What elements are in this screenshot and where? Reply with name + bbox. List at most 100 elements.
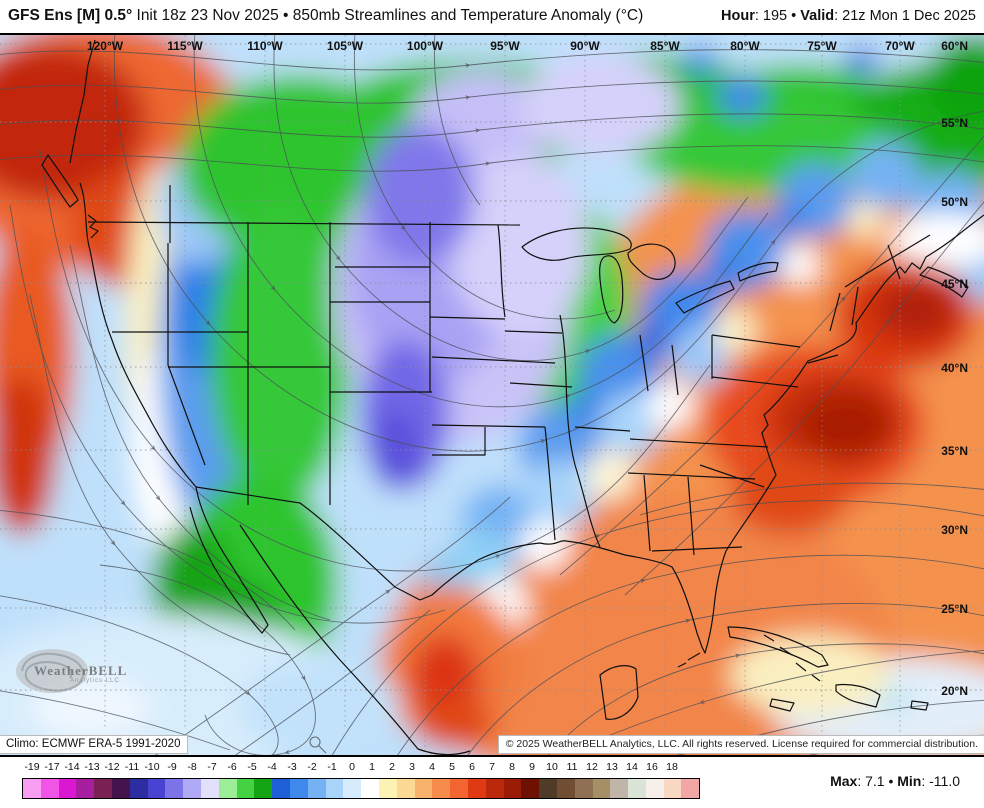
hour-label: Hour: [721, 8, 755, 24]
colorbar-tick-label: 9: [529, 761, 535, 773]
lat-label: 50°N: [941, 195, 968, 209]
lat-label: 60°N: [941, 39, 968, 53]
colorbar-swatch: [40, 779, 59, 798]
valid-time: Hour: 195 • Valid: 21z Mon 1 Dec 2025: [721, 8, 976, 24]
climo-note: Climo: ECMWF ERA-5 1991-2020: [0, 735, 189, 754]
colorbar-tick-label: -17: [44, 761, 60, 773]
logo-text: WeatherBELL: [34, 663, 128, 678]
colorbar-tick-label: -3: [287, 761, 297, 773]
copyright-note: © 2025 WeatherBELL Analytics, LLC. All r…: [497, 735, 984, 754]
colorbar-swatch: [254, 779, 273, 798]
lon-label: 75°W: [807, 39, 837, 53]
colorbar-swatch: [218, 779, 237, 798]
header-bar: GFS Ens [M] 0.5° Init 18z 23 Nov 2025 • …: [0, 0, 984, 33]
colorbar-tick-label: 3: [409, 761, 415, 773]
colorbar-swatch: [610, 779, 629, 798]
colorbar-swatch: [592, 779, 611, 798]
colorbar-tick-label: -6: [227, 761, 237, 773]
weatherbell-logo: WeatherBELL Analytics LLC: [12, 645, 142, 697]
max-label: Max: [830, 773, 858, 789]
colorbar-swatch: [396, 779, 415, 798]
lon-label: 95°W: [490, 39, 520, 53]
colorbar-swatch: [289, 779, 308, 798]
colorbar-swatch: [432, 779, 451, 798]
colorbar-tick-label: -13: [84, 761, 100, 773]
lon-label: 70°W: [885, 39, 915, 53]
geo-borders: [41, 39, 984, 755]
colorbar-tick-label: -11: [124, 761, 140, 773]
lat-label: 55°N: [941, 116, 968, 130]
colorbar-tick-label: 0: [349, 761, 355, 773]
weather-map: 120°W 115°W 110°W 105°W 100°W 95°W 90°W …: [0, 35, 984, 755]
colorbar-swatch: [129, 779, 148, 798]
colorbar-tick-label: -10: [144, 761, 160, 773]
colorbar-tick-label: 11: [566, 761, 578, 773]
colorbar-tick-label: -9: [167, 761, 177, 773]
colorbar-tick-label: 16: [646, 761, 658, 773]
colorbar-swatch: [414, 779, 433, 798]
lon-label: 80°W: [730, 39, 760, 53]
colorbar-swatch: [23, 779, 41, 798]
colorbar-swatch: [521, 779, 540, 798]
map-area: 120°W 115°W 110°W 105°W 100°W 95°W 90°W …: [0, 33, 984, 757]
lon-label: 100°W: [407, 39, 444, 53]
min-label: Min: [897, 773, 922, 789]
lat-label: 35°N: [941, 444, 968, 458]
max-value: : 7.1 •: [857, 773, 898, 789]
colorbar-tick-label: 7: [489, 761, 495, 773]
colorbar-swatch: [183, 779, 201, 798]
colorbar-tick-label: -8: [187, 761, 197, 773]
valid-value: : 21z Mon 1 Dec 2025: [834, 8, 976, 24]
max-min-readout: Max: 7.1 • Min: -11.0: [830, 773, 960, 789]
colorbar-swatch: [681, 779, 700, 798]
colorbar-swatch: [325, 779, 344, 798]
lat-label: 45°N: [941, 277, 968, 291]
colorbar-swatch: [556, 779, 575, 798]
colorbar-swatch: [574, 779, 593, 798]
logo-swirl-icon: [16, 649, 88, 693]
colorbar-swatch: [503, 779, 522, 798]
colorbar-swatch: [378, 779, 397, 798]
lat-label: 30°N: [941, 523, 968, 537]
colorbar-swatch: [343, 779, 362, 798]
min-value: : -11.0: [921, 773, 960, 789]
colorbar-tick-label: 2: [389, 761, 395, 773]
model-name: GFS Ens [M] 0.5°: [8, 7, 133, 24]
colorbar-tick-label: -4: [267, 761, 277, 773]
colorbar-tick-label: 6: [469, 761, 475, 773]
colorbar-tick-label: -1: [327, 761, 337, 773]
lon-label: 120°W: [87, 39, 124, 53]
colorbar-tick-label: 8: [509, 761, 515, 773]
colorbar-tick-label: 5: [449, 761, 455, 773]
colorbar-tick-label: -14: [64, 761, 80, 773]
colorbar-tick-label: 14: [626, 761, 638, 773]
grid-labels: 120°W 115°W 110°W 105°W 100°W 95°W 90°W …: [87, 39, 968, 698]
lon-label: 110°W: [247, 39, 283, 53]
colorbar-footer: -19 -17 -14 -13 -12 -11 -10 -9 -8 -7 -6 -5 -4 -3 -2 -1 0…: [0, 757, 984, 808]
colorbar-swatch: [236, 779, 255, 798]
colorbar-tick-label: 13: [606, 761, 618, 773]
colorbar-swatch: [165, 779, 184, 798]
colorbar-swatch: [76, 779, 95, 798]
colorbar: [22, 778, 700, 799]
colorbar-swatch: [628, 779, 646, 798]
lon-label: 90°W: [570, 39, 600, 53]
anomaly-field: [0, 35, 984, 755]
colorbar-swatch: [147, 779, 166, 798]
colorbar-swatch: [272, 779, 290, 798]
title-detail: Init 18z 23 Nov 2025 • 850mb Streamlines…: [132, 7, 644, 24]
colorbar-swatch: [58, 779, 77, 798]
colorbar-swatch: [539, 779, 557, 798]
lat-label: 40°N: [941, 361, 968, 375]
colorbar-swatch: [94, 779, 112, 798]
hour-value: : 195 •: [754, 8, 801, 24]
colorbar-tick-label: -2: [307, 761, 317, 773]
latlon-grid: [0, 35, 984, 755]
colorbar-tick-label: 18: [666, 761, 678, 773]
colorbar-tick-labels: -19 -17 -14 -13 -12 -11 -10 -9 -8 -7 -6 -5 -4 -3 -2 -1 0…: [22, 761, 682, 773]
map-title: GFS Ens [M] 0.5° Init 18z 23 Nov 2025 • …: [8, 7, 643, 25]
logo-subtext: Analytics LLC: [70, 678, 120, 684]
colorbar-swatch: [361, 779, 379, 798]
lat-label: 25°N: [941, 602, 968, 616]
colorbar-tick-label: 4: [429, 761, 435, 773]
